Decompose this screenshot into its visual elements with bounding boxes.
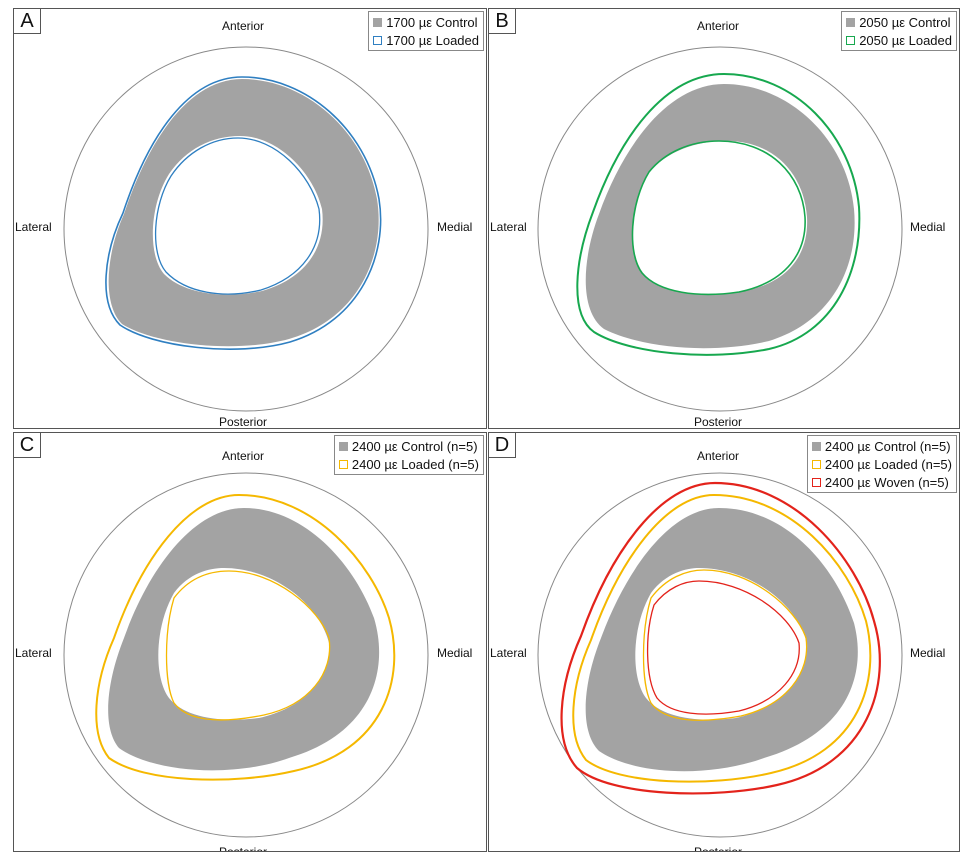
legend-item-control: 1700 µε Control [373,13,479,31]
direction-anterior: Anterior [697,449,740,463]
legend-swatch-outline [373,35,383,45]
panel-label: B [489,9,516,34]
legend-text: 2050 µε Loaded [859,32,952,48]
legend-item-control: 2400 µε Control (n=5) [811,437,952,455]
direction-lateral: Lateral [15,646,52,660]
direction-medial: Medial [910,646,946,660]
loaded-periosteal [95,493,396,781]
reference-circle [537,46,903,412]
legend-item-loaded: 2400 µε Loaded (n=5) [338,455,479,473]
legend-swatch-filled [846,17,856,27]
control-cortex [108,508,380,771]
panel-c-plot [63,472,429,838]
legend-item-control: 2400 µε Control (n=5) [338,437,479,455]
panel-b: B Anterior Posterior Lateral Medial 2050… [488,8,960,429]
control-cortex [108,79,379,347]
legend-item-woven: 2400 µε Woven (n=5) [811,473,952,491]
panel-d-plot [537,472,903,838]
panel-a: A Anterior Posterior Lateral Medial 1700… [13,8,487,429]
legend: 2400 µε Control (n=5) 2400 µε Loaded (n=… [806,435,957,493]
direction-lateral: Lateral [15,220,52,234]
panel-c: C Anterior Posterior Lateral Medial 2400… [13,432,487,852]
legend-swatch-filled [373,17,383,27]
panel-d: D Anterior Posterior Lateral Medial 2400… [488,432,960,852]
direction-medial: Medial [437,220,473,234]
legend: 2400 µε Control (n=5) 2400 µε Loaded (n=… [333,435,484,475]
loaded-endosteal [165,570,331,721]
legend: 1700 µε Control 1700 µε Loaded [368,11,484,51]
loaded-endosteal [154,137,321,295]
legend-item-loaded: 2400 µε Loaded (n=5) [811,455,952,473]
legend-text: 1700 µε Control [386,14,478,30]
direction-posterior: Posterior [694,415,743,429]
loaded-periosteal [576,72,861,356]
legend-text: 2400 µε Control (n=5) [351,438,478,454]
legend-item-control: 2050 µε Control [846,13,952,31]
direction-lateral: Lateral [490,646,527,660]
control-cortex [585,84,855,349]
panel-label: D [489,433,516,458]
panel-label: A [14,9,41,34]
direction-anterior: Anterior [697,19,740,33]
legend-item-loaded: 1700 µε Loaded [373,31,479,49]
loaded-periosteal [105,76,382,350]
direction-posterior: Posterior [219,845,268,852]
direction-anterior: Anterior [222,19,265,33]
panel-label: C [14,433,41,458]
direction-lateral: Lateral [490,220,527,234]
legend-swatch-filled [338,441,348,451]
reference-circle [63,46,429,412]
legend-item-loaded: 2050 µε Loaded [846,31,952,49]
legend-text: 2400 µε Control (n=5) [824,438,951,454]
direction-posterior: Posterior [694,845,743,852]
legend-text: 1700 µε Loaded [386,32,479,48]
woven-periosteal [560,481,881,795]
reference-circle [537,472,903,838]
legend-text: 2400 µε Loaded (n=5) [351,456,479,472]
direction-posterior: Posterior [219,415,268,429]
legend-text: 2400 µε Woven (n=5) [824,474,949,490]
direction-medial: Medial [910,220,946,234]
panel-b-plot [537,46,903,412]
woven-endosteal [646,580,800,715]
legend-swatch-outline [811,477,821,487]
direction-anterior: Anterior [222,449,265,463]
loaded-endosteal [642,569,808,721]
legend-text: 2050 µε Control [859,14,951,30]
loaded-periosteal [572,493,872,783]
legend-swatch-filled [811,441,821,451]
legend-swatch-outline [846,35,856,45]
control-cortex [585,508,858,772]
legend: 2050 µε Control 2050 µε Loaded [841,11,957,51]
loaded-endosteal [631,140,806,296]
legend-swatch-outline [338,459,348,469]
panel-a-plot [63,46,429,412]
direction-medial: Medial [437,646,473,660]
legend-text: 2400 µε Loaded (n=5) [824,456,952,472]
legend-swatch-outline [811,459,821,469]
reference-circle [63,472,429,838]
